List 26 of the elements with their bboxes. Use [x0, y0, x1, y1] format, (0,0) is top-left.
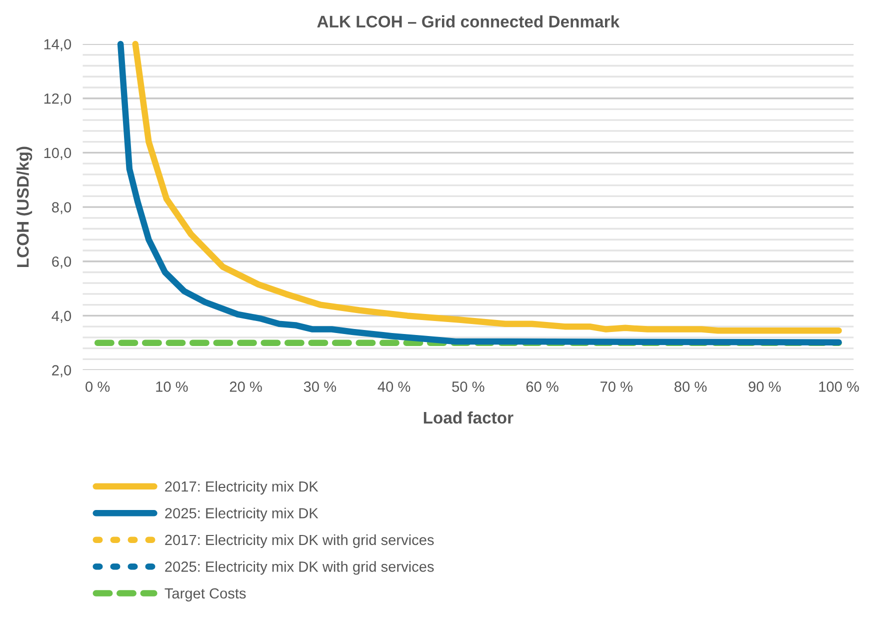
y-tick-label: 4,0 — [52, 310, 72, 323]
y-tick-label: 2,0 — [52, 365, 72, 378]
x-tick-label: 60 % — [526, 382, 558, 392]
x-tick-label: 0 % — [86, 382, 110, 392]
legend-label: 2025: Electricity mix DK — [165, 508, 318, 522]
x-axis-title: Load factor — [424, 411, 514, 424]
legend-label: Target Costs — [164, 588, 246, 602]
x-tick-label: 90 % — [748, 382, 781, 392]
legend-label: 2017: Electricity mix DK with grid services — [165, 534, 434, 548]
y-tick-label: 14,0 — [44, 39, 72, 52]
y-tick-label: 12,0 — [44, 93, 72, 106]
x-tick-label: 70 % — [600, 382, 632, 392]
x-tick-label: 50 % — [452, 382, 484, 392]
x-tick-label: 30 % — [304, 382, 336, 392]
x-tick-label: 80 % — [674, 382, 707, 392]
y-tick-label: 10,0 — [44, 148, 72, 160]
legend-label: 2025: Electricity mix DK with grid services — [165, 561, 434, 575]
y-tick-label: 8,0 — [52, 202, 72, 214]
y-tick-label: 6,0 — [52, 256, 72, 269]
x-tick-label: 40 % — [378, 382, 410, 392]
y-axis-title: LCOH (USD/kg) — [16, 146, 32, 268]
x-tick-label: 20 % — [230, 382, 262, 392]
legend-label: 2017: Electricity mix DK — [165, 480, 318, 495]
x-tick-label: 10 % — [156, 382, 188, 392]
x-tick-label: 100 % — [819, 382, 859, 392]
chart-title: ALK LCOH – Grid connected Denmark — [317, 15, 620, 28]
